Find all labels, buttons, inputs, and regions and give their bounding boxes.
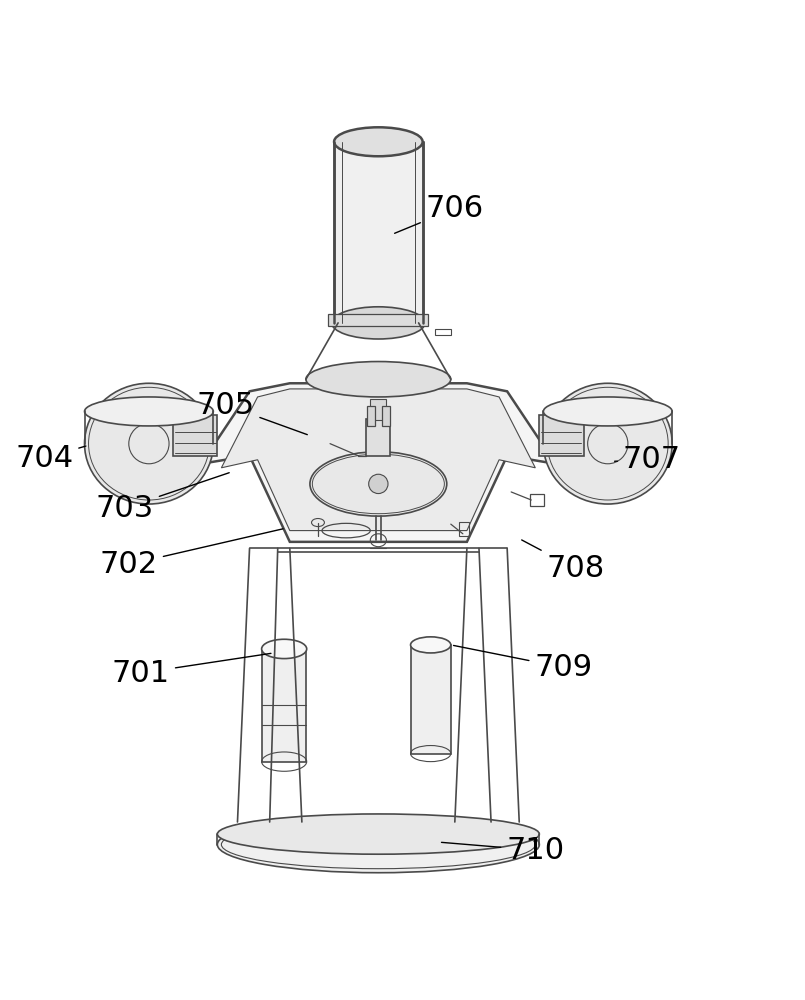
Bar: [173, 415, 217, 456]
Text: 702: 702: [100, 529, 283, 579]
Text: 703: 703: [96, 473, 229, 523]
Bar: [370, 399, 386, 420]
Text: 710: 710: [441, 836, 564, 865]
Bar: [382, 406, 390, 426]
Ellipse shape: [332, 307, 425, 339]
Polygon shape: [201, 383, 555, 542]
Bar: [459, 522, 469, 536]
Text: 701: 701: [112, 653, 271, 688]
Text: 706: 706: [394, 194, 484, 233]
Bar: [411, 645, 451, 754]
Ellipse shape: [543, 397, 672, 426]
Text: 707: 707: [614, 445, 681, 474]
Text: 709: 709: [453, 645, 592, 682]
Ellipse shape: [334, 308, 423, 337]
Ellipse shape: [85, 383, 213, 504]
Bar: [367, 406, 375, 426]
Ellipse shape: [217, 816, 539, 873]
Text: 708: 708: [522, 540, 605, 583]
Ellipse shape: [85, 397, 213, 426]
Bar: [328, 314, 428, 326]
Ellipse shape: [411, 637, 451, 653]
Polygon shape: [221, 389, 535, 531]
Ellipse shape: [306, 362, 451, 397]
Bar: [334, 142, 423, 323]
Bar: [435, 329, 451, 335]
Text: 704: 704: [15, 444, 86, 473]
Ellipse shape: [369, 474, 388, 494]
Bar: [262, 649, 306, 762]
Ellipse shape: [334, 127, 423, 156]
Bar: [366, 419, 390, 456]
Ellipse shape: [262, 639, 307, 659]
Ellipse shape: [310, 452, 447, 516]
Text: 705: 705: [196, 391, 308, 435]
Bar: [530, 494, 544, 506]
Ellipse shape: [217, 814, 539, 854]
Ellipse shape: [543, 383, 672, 504]
Bar: [539, 415, 584, 456]
